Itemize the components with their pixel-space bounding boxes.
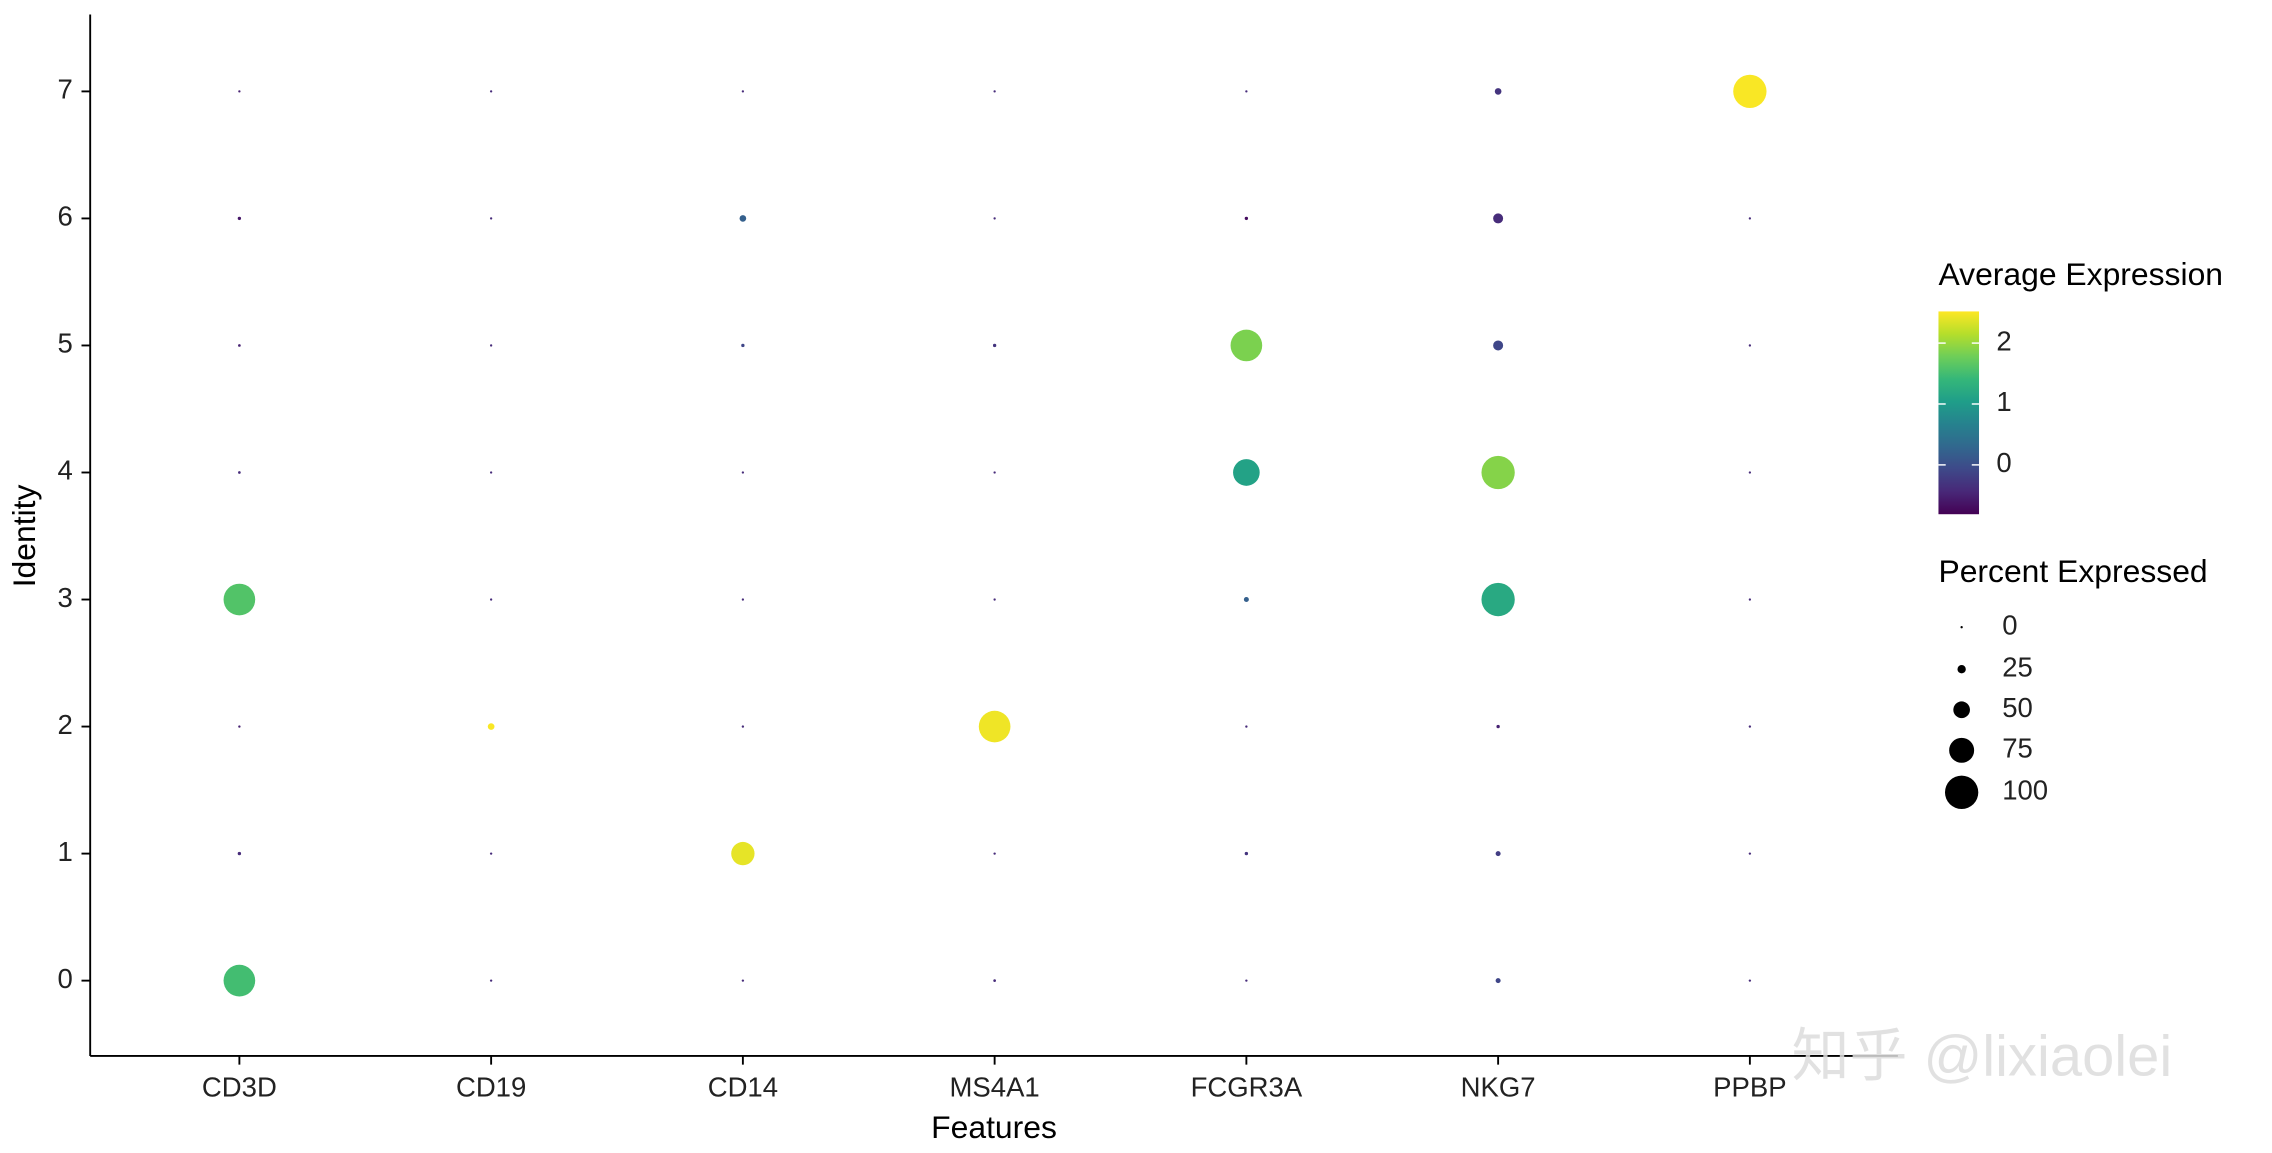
dot	[1748, 979, 1752, 982]
size-legend-dot	[1960, 626, 1963, 629]
dot	[1245, 979, 1248, 982]
dot	[741, 725, 745, 728]
dot	[238, 471, 241, 474]
size-legend-title: Percent Expressed	[1938, 553, 2207, 589]
size-legend-label: 75	[2002, 733, 2033, 764]
dot	[489, 90, 493, 93]
dot	[1733, 74, 1767, 109]
dot	[1230, 329, 1263, 362]
y-tick-label: 0	[57, 963, 72, 994]
size-legend-label: 0	[2002, 609, 2017, 640]
dot	[741, 979, 745, 982]
size-legend-dot	[1949, 737, 1975, 763]
dot	[1495, 851, 1501, 857]
dot	[1494, 88, 1502, 95]
size-legend-dot	[1944, 775, 1979, 809]
dot	[993, 598, 996, 601]
dot	[741, 343, 745, 348]
colorbar	[1938, 311, 1980, 515]
dot	[1245, 725, 1248, 728]
dot	[1244, 216, 1249, 221]
y-tick-label: 5	[57, 328, 72, 359]
dot	[741, 598, 745, 601]
dot	[238, 725, 241, 728]
dot	[487, 723, 495, 730]
x-tick-label: CD14	[708, 1072, 778, 1103]
x-tick-label: CD19	[456, 1072, 526, 1103]
y-tick-label: 6	[57, 201, 72, 232]
size-legend-dot	[1957, 665, 1966, 674]
x-axis-title: Features	[931, 1109, 1057, 1145]
x-tick-label: PPBP	[1713, 1072, 1786, 1103]
dot	[489, 344, 493, 347]
dot	[1496, 724, 1500, 729]
dot	[1748, 725, 1752, 728]
dot	[978, 710, 1011, 743]
dot	[741, 471, 745, 474]
colorbar-tick-label: 0	[1996, 447, 2011, 478]
dot	[238, 90, 241, 93]
x-tick-label: MS4A1	[950, 1072, 1040, 1103]
x-tick-label: CD3D	[202, 1072, 277, 1103]
dot	[489, 852, 493, 855]
dot	[1245, 90, 1248, 93]
dot	[1244, 851, 1249, 856]
dot	[489, 471, 493, 474]
dot	[1493, 340, 1504, 351]
dot	[731, 841, 755, 866]
dot	[1748, 598, 1752, 601]
dot	[1233, 459, 1260, 486]
dot	[992, 343, 997, 348]
dot	[993, 852, 996, 855]
dot	[741, 90, 745, 93]
y-tick-label: 4	[57, 455, 72, 486]
x-tick-label: NKG7	[1461, 1072, 1536, 1103]
dot	[739, 215, 747, 222]
x-tick-label: FCGR3A	[1191, 1072, 1303, 1103]
dot	[489, 217, 493, 220]
y-tick-label: 7	[57, 74, 72, 105]
dot	[993, 471, 996, 474]
dot	[993, 90, 996, 93]
dot	[1481, 455, 1515, 490]
colorbar-tick-label: 1	[1996, 386, 2011, 417]
size-legend-label: 50	[2002, 692, 2033, 723]
dot	[223, 583, 256, 616]
dot	[1495, 978, 1501, 984]
y-tick-label: 3	[57, 582, 72, 613]
dot	[1748, 471, 1752, 474]
dot	[1481, 582, 1515, 617]
dot	[238, 344, 241, 347]
dot	[489, 979, 493, 982]
dot	[1243, 597, 1249, 603]
dot	[993, 979, 996, 982]
colorbar-tick-label: 2	[1996, 325, 2011, 356]
color-legend-title: Average Expression	[1938, 256, 2223, 292]
size-legend-label: 100	[2002, 775, 2048, 806]
y-tick-label: 2	[57, 709, 72, 740]
size-legend-label: 25	[2002, 651, 2033, 682]
y-axis-title: Identity	[6, 485, 42, 588]
dot	[223, 964, 256, 997]
dot	[237, 216, 242, 221]
dot	[1748, 852, 1752, 855]
dot	[489, 598, 493, 601]
dot	[237, 851, 242, 856]
dot	[1748, 217, 1752, 220]
y-tick-label: 1	[57, 836, 72, 867]
dot	[1493, 213, 1504, 224]
size-legend-dot	[1953, 701, 1970, 719]
dot	[993, 217, 996, 220]
dot	[1748, 344, 1752, 347]
watermark: 知乎 @lixiaolei	[1792, 1025, 2173, 1089]
